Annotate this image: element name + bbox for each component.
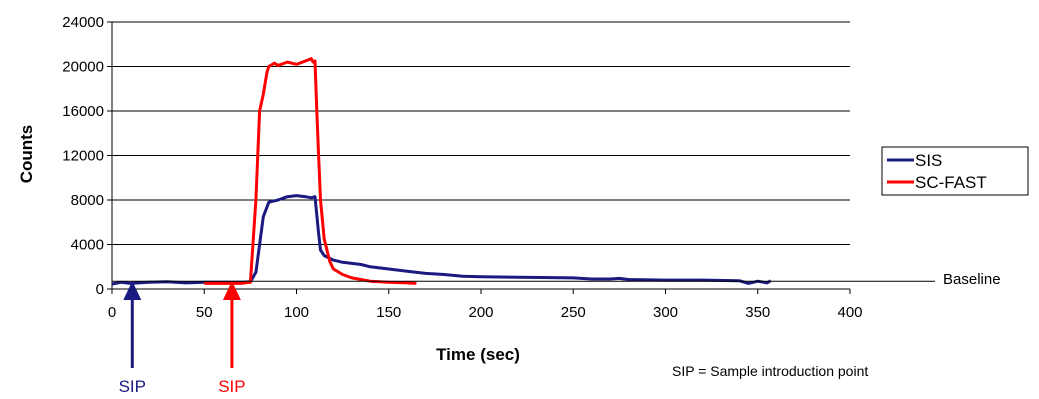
- sip-arrow-head: [123, 281, 142, 300]
- sip-arrow-head: [222, 281, 241, 300]
- y-tick-label: 4000: [71, 237, 104, 254]
- y-tick-label: 16000: [62, 103, 104, 120]
- x-tick-label: 150: [376, 304, 401, 321]
- x-tick-label: 250: [561, 304, 586, 321]
- x-tick-label: 400: [837, 304, 862, 321]
- sip-label: SIP: [119, 377, 146, 396]
- series-line-sc-fast: [204, 57, 417, 285]
- y-tick-label: 20000: [62, 59, 104, 76]
- y-tick-label: 0: [96, 281, 104, 298]
- legend-box: [881, 146, 1029, 196]
- x-tick-label: 100: [284, 304, 309, 321]
- y-axis-title: Counts: [17, 125, 36, 184]
- sip-note: SIP = Sample introduction point: [672, 363, 868, 379]
- y-tick-label: 8000: [71, 192, 104, 209]
- x-tick-label: 0: [108, 304, 116, 321]
- legend: SIS SC-FAST: [881, 146, 1029, 196]
- x-tick-label: 200: [468, 304, 493, 321]
- legend-label-sc-fast: SC-FAST: [915, 173, 987, 192]
- baseline-label: Baseline: [943, 271, 1001, 288]
- legend-label-sis: SIS: [915, 151, 942, 170]
- x-axis-title: Time (sec): [436, 345, 520, 364]
- y-tick-label: 12000: [62, 148, 104, 165]
- y-tick-label: 24000: [62, 14, 104, 31]
- sip-label: SIP: [218, 377, 245, 396]
- x-tick-label: 350: [745, 304, 770, 321]
- series-line-sis: [111, 194, 772, 286]
- x-tick-label: 50: [196, 304, 213, 321]
- x-tick-label: 300: [653, 304, 678, 321]
